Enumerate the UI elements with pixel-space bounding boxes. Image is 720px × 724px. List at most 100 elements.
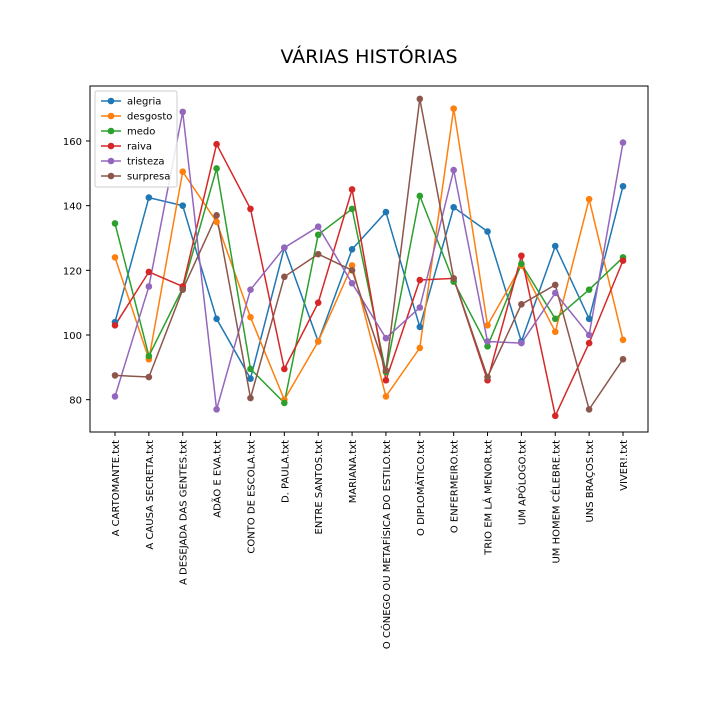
x-tick-label: UM APÓLOGO.txt bbox=[515, 440, 528, 525]
data-point-alegria bbox=[619, 182, 627, 190]
data-point-alegria bbox=[484, 228, 491, 235]
data-point-desgosto bbox=[551, 328, 559, 336]
data-point-desgosto bbox=[348, 262, 356, 269]
data-point-tristeza bbox=[450, 166, 457, 174]
data-point-surpresa bbox=[450, 275, 457, 282]
x-tick-label: CONTO DE ESCOLA.txt bbox=[246, 440, 257, 554]
data-point-alegria bbox=[247, 375, 254, 382]
legend-marker-desgosto bbox=[107, 112, 115, 120]
data-point-tristeza bbox=[416, 304, 424, 311]
data-point-surpresa bbox=[484, 373, 491, 381]
data-point-medo bbox=[551, 315, 559, 323]
series-line-tristeza bbox=[114, 111, 624, 410]
data-point-tristeza bbox=[179, 108, 187, 116]
data-point-medo bbox=[348, 205, 356, 213]
data-point-raiva bbox=[619, 257, 627, 264]
data-point-tristeza bbox=[111, 393, 119, 400]
data-point-tristeza bbox=[348, 279, 356, 287]
data-point-medo bbox=[281, 399, 288, 407]
legend-marker-surpresa bbox=[107, 172, 115, 180]
data-point-medo bbox=[314, 231, 322, 239]
data-point-medo bbox=[585, 286, 593, 294]
x-tick-label: A DESEJADA DAS GENTES.txt bbox=[179, 440, 190, 585]
data-point-raiva bbox=[518, 252, 525, 260]
data-point-desgosto bbox=[416, 344, 424, 352]
data-point-desgosto bbox=[213, 218, 220, 226]
y-tick-label: 140 bbox=[63, 202, 82, 213]
x-tick-label: UM HOMEM CÉLEBRE.txt bbox=[549, 440, 562, 564]
plot-frame bbox=[89, 85, 649, 433]
chart-title: VÁRIAS HISTÓRIAS bbox=[280, 44, 457, 68]
data-point-surpresa bbox=[551, 281, 559, 289]
data-point-medo bbox=[484, 343, 491, 350]
data-point-raiva bbox=[382, 376, 390, 384]
data-point-medo bbox=[518, 260, 525, 268]
x-tick-label: O ENFERMEIRO.txt bbox=[450, 440, 461, 533]
series-line-medo bbox=[114, 168, 624, 405]
data-point-tristeza bbox=[518, 339, 525, 347]
x-tick-label: UNS BRAÇOS.txt bbox=[585, 440, 596, 523]
x-tick-label: MARIANA.txt bbox=[348, 440, 359, 503]
x-tick-label: VIVER!.txt bbox=[619, 440, 630, 491]
data-point-raiva bbox=[585, 339, 593, 347]
data-point-surpresa bbox=[145, 373, 153, 381]
legend-box bbox=[94, 90, 178, 188]
data-point-surpresa bbox=[585, 406, 593, 413]
x-tick-label: D. PAULA.txt bbox=[280, 440, 291, 503]
data-point-tristeza bbox=[314, 223, 322, 230]
x-tick-label: ENTRE SANTOS.txt bbox=[314, 440, 325, 535]
y-tick-label: 120 bbox=[63, 266, 82, 277]
x-tick-label: ADÃO E EVA.txt bbox=[211, 440, 224, 518]
data-point-surpresa bbox=[111, 372, 119, 379]
data-point-surpresa bbox=[518, 300, 525, 308]
data-point-surpresa bbox=[619, 355, 627, 363]
data-point-medo bbox=[247, 365, 254, 373]
data-point-tristeza bbox=[585, 331, 593, 339]
data-point-surpresa bbox=[179, 286, 187, 294]
data-point-raiva bbox=[111, 321, 119, 329]
data-point-surpresa bbox=[213, 212, 220, 219]
data-point-desgosto bbox=[484, 321, 491, 329]
x-tick-label: TRIO EM LÁ MENOR.txt bbox=[482, 440, 495, 556]
data-point-tristeza bbox=[247, 286, 254, 294]
data-point-desgosto bbox=[382, 393, 390, 400]
x-tick-label: A CAUSA SECRETA.txt bbox=[145, 440, 156, 550]
data-point-tristeza bbox=[382, 334, 390, 342]
data-point-surpresa bbox=[247, 394, 254, 402]
series-line-surpresa bbox=[114, 98, 624, 412]
data-point-tristeza bbox=[213, 406, 220, 413]
data-point-medo bbox=[145, 352, 153, 360]
data-point-raiva bbox=[281, 365, 288, 373]
legend-marker-tristeza bbox=[107, 157, 115, 165]
x-tick-label: A CARTOMANTE.txt bbox=[111, 440, 122, 536]
axes: 80 100 120 140 160 A CARTOMANTE.txt A CAUSA SE… bbox=[63, 85, 649, 649]
legend-label-desgosto: desgosto bbox=[127, 112, 172, 123]
data-point-alegria bbox=[348, 245, 356, 253]
data-point-desgosto bbox=[247, 313, 254, 321]
data-point-desgosto bbox=[314, 338, 322, 345]
data-point-raiva bbox=[551, 412, 559, 420]
data-point-tristeza bbox=[145, 283, 153, 290]
data-point-desgosto bbox=[179, 168, 187, 175]
series-line-raiva bbox=[114, 142, 624, 419]
y-tick-label: 80 bbox=[69, 396, 82, 407]
data-point-medo bbox=[111, 220, 119, 227]
data-point-surpresa bbox=[314, 250, 322, 258]
legend-label-medo: medo bbox=[127, 127, 155, 138]
data-point-raiva bbox=[145, 268, 153, 276]
data-point-alegria bbox=[450, 203, 457, 211]
data-point-surpresa bbox=[281, 273, 288, 281]
y-tick-label: 100 bbox=[63, 331, 82, 342]
legend-marker-raiva bbox=[107, 142, 115, 150]
legend-marker-medo bbox=[107, 127, 115, 135]
data-point-raiva bbox=[348, 186, 356, 193]
data-point-alegria bbox=[145, 194, 153, 201]
data-point-desgosto bbox=[619, 336, 627, 344]
data-point-raiva bbox=[314, 299, 322, 306]
data-point-raiva bbox=[213, 140, 220, 148]
legend-label-raiva: raiva bbox=[127, 142, 152, 153]
data-point-raiva bbox=[247, 205, 254, 213]
data-point-tristeza bbox=[281, 244, 288, 251]
